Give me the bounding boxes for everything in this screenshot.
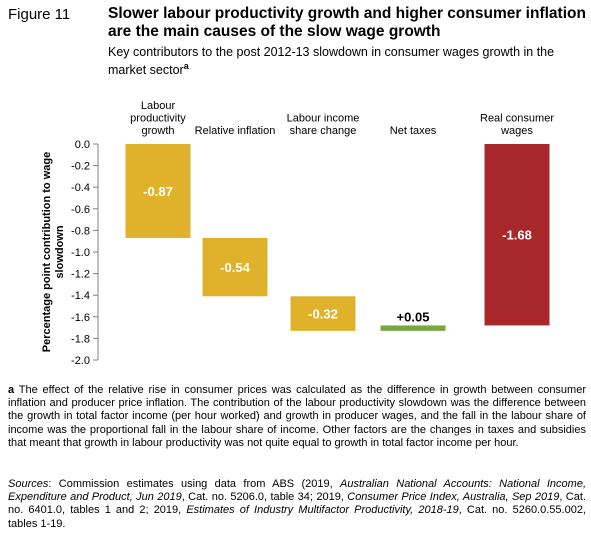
category-label: wages — [500, 125, 533, 137]
y-tick-label: -1.2 — [71, 269, 90, 281]
sources-title-3: Estimates of Industry Multifactor Produc… — [186, 504, 459, 517]
footnote: a The effect of the relative rise in con… — [8, 384, 586, 450]
chart-title: Slower labour productivity growth and hi… — [108, 5, 586, 40]
subtitle-text: Key contributors to the post 2012-13 slo… — [108, 45, 555, 78]
bar-value-label: -1.68 — [502, 228, 532, 243]
footnote-mark: a — [8, 384, 15, 396]
sources-part-4: , Cat. no. 5260.0.55.002, tables 1-19. — [8, 504, 586, 530]
figure-label: Figure 11 — [8, 6, 71, 23]
category-label: productivity — [130, 113, 186, 125]
y-axis-title-line: slowdown — [54, 225, 66, 278]
bar — [380, 325, 446, 331]
y-tick-label: -1.0 — [71, 247, 90, 259]
bar-value-label: -0.87 — [143, 184, 173, 199]
y-tick-label: -1.8 — [71, 333, 90, 345]
bar — [484, 144, 550, 326]
sources-title-2: Consumer Price Index, Australia, Sep 201… — [347, 491, 560, 504]
sources-part-1: : Commission estimates using data from A… — [48, 478, 340, 490]
bar — [202, 237, 268, 297]
category-label: Relative inflation — [195, 125, 276, 137]
bar-value-label: -0.54 — [220, 260, 250, 275]
y-tick-label: 0.0 — [75, 139, 90, 151]
subtitle-footnote-mark: a — [183, 61, 189, 71]
footnote-text: The effect of the relative rise in consu… — [8, 384, 586, 449]
sources-part-3: , Cat. no. 6401.0, tables 1 and 2; 2019, — [8, 491, 586, 517]
bar-value-label: -0.32 — [308, 307, 338, 322]
category-label: Real consumer — [480, 113, 554, 125]
y-tick-label: -0.4 — [71, 182, 90, 194]
sources-title-1: Australian National Accounts: National I… — [8, 478, 586, 504]
y-tick-label: -0.8 — [71, 225, 90, 237]
y-axis-title: Percentage point contribution to wageslo… — [41, 152, 66, 352]
y-tick-label: -1.4 — [71, 290, 90, 302]
waterfall-chart: 0.0 -0.2 -0.4 -0.6 -0.8 -1.0 -1.2 -1.4 -1.6 -1.8 -… — [41, 100, 554, 367]
sources-note: Sources: Commission estimates using data… — [8, 478, 586, 531]
y-tick-label: -1.6 — [71, 312, 90, 324]
sources-label: Sources — [8, 478, 49, 490]
y-tick-label: -0.2 — [71, 161, 90, 173]
y-axis-title-line: Percentage point contribution to wage — [41, 152, 53, 352]
category-label: growth — [141, 125, 174, 137]
category-label: share change — [290, 125, 357, 137]
category-label: Net taxes — [390, 125, 437, 137]
bar-value-label: +0.05 — [397, 309, 430, 324]
category-label: Labour — [141, 100, 176, 112]
chart-subtitle: Key contributors to the post 2012-13 slo… — [108, 45, 586, 77]
bar — [290, 296, 356, 331]
y-tick-label: -0.6 — [71, 204, 90, 216]
bar — [125, 144, 191, 238]
sources-part-2: , Cat. no. 5206.0, table 34; 2019, — [181, 491, 348, 504]
category-label: Labour income — [287, 113, 360, 125]
y-tick-label: -2.0 — [71, 355, 90, 367]
